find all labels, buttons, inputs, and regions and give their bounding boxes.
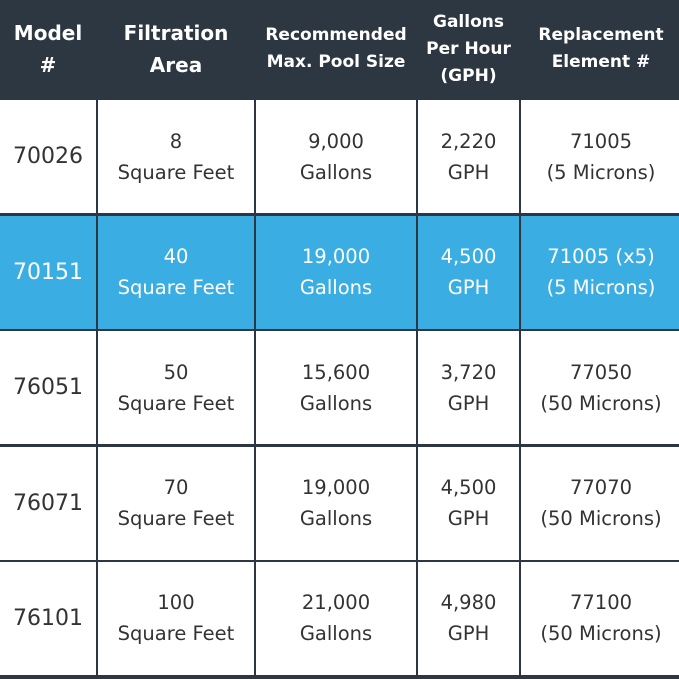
- table-cell: 19,000 Gallons: [256, 446, 416, 560]
- table-cell: 76051: [0, 331, 96, 445]
- header-cell: Gallons Per Hour (GPH): [418, 0, 519, 98]
- table-cell: 70026: [0, 100, 96, 214]
- table-cell: 3,720 GPH: [418, 331, 519, 445]
- header-cell: Recommended Max. Pool Size: [256, 0, 416, 98]
- table-cell: 4,980 GPH: [418, 561, 519, 675]
- header-cell: Filtration Area: [98, 0, 254, 98]
- table-cell: 71005 (x5) (5 Microns): [521, 215, 679, 329]
- table-cell: 8 Square Feet: [98, 100, 254, 214]
- table-cell: 2,220 GPH: [418, 100, 519, 214]
- table-cell: 15,600 Gallons: [256, 331, 416, 445]
- header-cell: Replacement Element #: [521, 0, 679, 98]
- table-cell: 9,000 Gallons: [256, 100, 416, 214]
- table-cell: 77070 (50 Microns): [521, 446, 679, 560]
- table-cell: 76101: [0, 561, 96, 675]
- table-cell: 40 Square Feet: [98, 215, 254, 329]
- table-cell: 70 Square Feet: [98, 446, 254, 560]
- table-cell: 70151: [0, 215, 96, 329]
- table-cell: 4,500 GPH: [418, 446, 519, 560]
- table-cell: 4,500 GPH: [418, 215, 519, 329]
- table-cell: 50 Square Feet: [98, 331, 254, 445]
- table-cell: 21,000 Gallons: [256, 561, 416, 675]
- table-cell: 76071: [0, 446, 96, 560]
- table-cell: 77050 (50 Microns): [521, 331, 679, 445]
- table-cell: 19,000 Gallons: [256, 215, 416, 329]
- table-cell: 100 Square Feet: [98, 561, 254, 675]
- table-cell: 71005 (5 Microns): [521, 100, 679, 214]
- table-cell: 77100 (50 Microns): [521, 561, 679, 675]
- header-cell: Model #: [0, 0, 96, 98]
